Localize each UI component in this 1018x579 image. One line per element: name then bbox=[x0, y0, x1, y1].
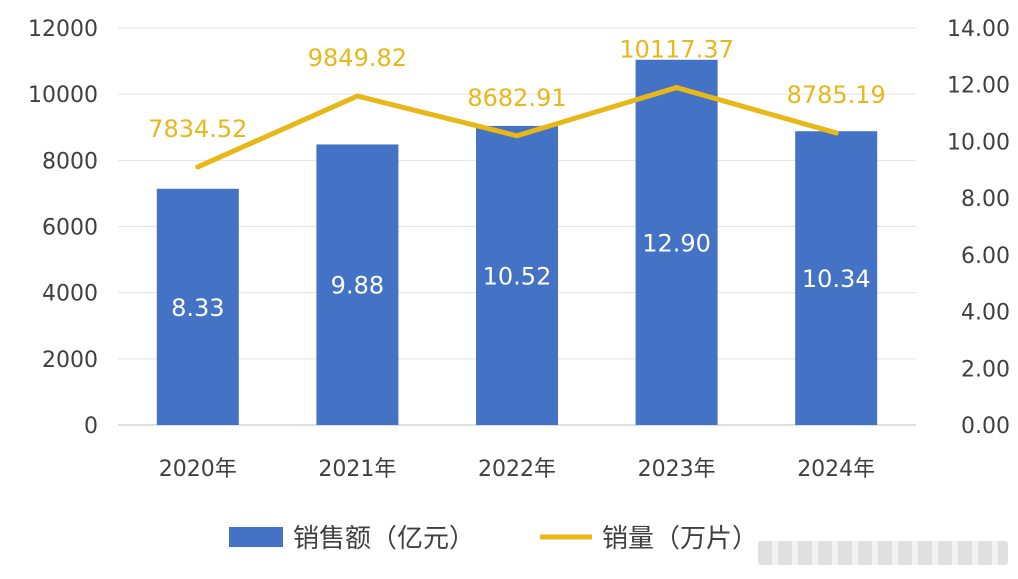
x-tick-label: 2024年 bbox=[797, 457, 875, 482]
bar-data-label: 12.90 bbox=[642, 229, 711, 257]
y-right-tick-label: 10.00 bbox=[947, 130, 1010, 155]
y-right-tick-label: 4.00 bbox=[961, 301, 1010, 326]
y-right-tick-label: 6.00 bbox=[961, 244, 1010, 269]
line-data-label: 10117.37 bbox=[619, 36, 734, 64]
bars: 8.33 9.88 10.52 12.90 10.34 bbox=[156, 59, 878, 425]
line-series: 7834.52 9849.82 8682.91 10117.37 8785.19 bbox=[148, 36, 886, 170]
y-left-tick-label: 2000 bbox=[42, 348, 98, 373]
bar bbox=[635, 59, 718, 425]
y-right-tick-label: 14.00 bbox=[947, 17, 1010, 42]
y-left-tick-label: 6000 bbox=[42, 216, 98, 241]
y-right-tick-label: 12.00 bbox=[947, 74, 1010, 99]
x-tick-label: 2020年 bbox=[159, 457, 237, 482]
y-axis-right: 0.00 2.00 4.00 6.00 8.00 10.00 12.00 14.00 bbox=[947, 17, 1010, 439]
legend-label-sales: 销售额（亿元） bbox=[293, 524, 475, 554]
line-data-label: 7834.52 bbox=[148, 115, 247, 143]
y-left-tick-label: 8000 bbox=[42, 149, 98, 174]
line-data-label: 8682.91 bbox=[467, 84, 566, 112]
line-point bbox=[195, 164, 201, 170]
bar-data-label: 10.34 bbox=[802, 265, 871, 293]
x-tick-label: 2021年 bbox=[318, 457, 396, 482]
line-point bbox=[514, 133, 520, 139]
bar-data-label: 8.33 bbox=[171, 294, 224, 322]
line-point bbox=[354, 93, 360, 99]
y-left-tick-label: 10000 bbox=[28, 83, 98, 108]
bar bbox=[476, 125, 558, 425]
line-point bbox=[833, 130, 839, 136]
y-left-tick-label: 0 bbox=[84, 414, 98, 439]
legend-label-volume: 销量（万片） bbox=[602, 524, 758, 554]
bar bbox=[795, 131, 878, 425]
bar-data-label: 10.52 bbox=[483, 262, 552, 290]
y-right-tick-label: 8.00 bbox=[961, 187, 1010, 212]
line-data-label: 8785.19 bbox=[787, 81, 886, 109]
line-data-label: 9849.82 bbox=[308, 44, 407, 72]
legend: 销售额（亿元） 销量（万片） bbox=[229, 524, 758, 554]
x-tick-label: 2022年 bbox=[478, 457, 556, 482]
watermark bbox=[758, 541, 1008, 565]
y-left-tick-label: 4000 bbox=[42, 282, 98, 307]
line-point bbox=[674, 85, 680, 91]
bar bbox=[316, 144, 399, 425]
y-left-tick-label: 12000 bbox=[28, 17, 98, 42]
y-axis-left: 0 2000 4000 6000 8000 10000 12000 bbox=[28, 17, 98, 439]
x-axis: 2020年 2021年 2022年 2023年 2024年 bbox=[159, 457, 875, 482]
bar-data-label: 9.88 bbox=[331, 272, 384, 300]
legend-swatch-sales bbox=[229, 527, 283, 547]
y-right-tick-label: 0.00 bbox=[961, 414, 1010, 439]
bar bbox=[156, 188, 239, 425]
y-right-tick-label: 2.00 bbox=[961, 357, 1010, 382]
x-tick-label: 2023年 bbox=[638, 457, 716, 482]
